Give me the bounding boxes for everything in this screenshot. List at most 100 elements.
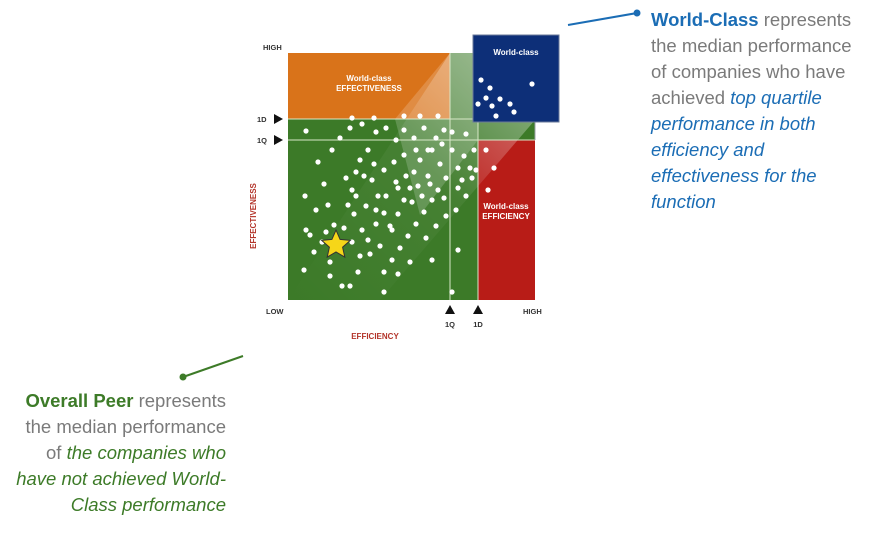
company-dot — [359, 227, 365, 233]
company-dot — [337, 135, 343, 141]
company-dot — [463, 193, 469, 199]
company-dot — [407, 185, 413, 191]
x-marker-1q-label: 1Q — [445, 320, 455, 329]
company-dot — [433, 135, 439, 141]
company-dot — [429, 197, 435, 203]
x-axis-high-label: HIGH — [523, 307, 542, 316]
company-dot — [383, 193, 389, 199]
company-dot — [401, 152, 407, 158]
company-dot — [315, 159, 321, 165]
company-dot — [327, 273, 333, 279]
y-axis-title: EFFECTIVENESS — [249, 182, 258, 248]
overall-peer-star-icon — [320, 228, 352, 259]
x-axis-low-label: LOW — [266, 307, 284, 316]
company-dot — [469, 175, 475, 181]
x-marker-1q-arrow — [445, 305, 455, 314]
overall-peer-annotation-text: represents the median performance of — [25, 390, 226, 463]
company-dot — [455, 185, 461, 191]
overall-peer-connector-dot — [179, 373, 187, 381]
company-dot — [339, 283, 345, 289]
zone-effectiveness-label-2: EFFECTIVENESS — [336, 84, 402, 93]
y-marker-1q-label: 1Q — [257, 136, 267, 145]
zone-efficiency-label-1: World-class — [483, 202, 529, 211]
company-dot — [449, 289, 455, 295]
company-dot — [429, 147, 435, 153]
company-dot — [375, 193, 381, 199]
company-dot — [381, 210, 387, 216]
company-dot — [321, 181, 327, 187]
company-dot — [397, 245, 403, 251]
company-dot — [443, 175, 449, 181]
company-dot — [507, 101, 513, 107]
y-marker-1q-arrow — [274, 135, 283, 145]
diagonal-highlight-soft — [395, 53, 478, 215]
company-dot — [413, 147, 419, 153]
company-dot — [403, 173, 409, 179]
company-dot — [455, 247, 461, 253]
company-dot — [461, 153, 467, 159]
company-dot — [383, 125, 389, 131]
worldclass-connector-dot — [633, 9, 641, 17]
company-dot — [347, 125, 353, 131]
overall-peer-connector-line — [182, 355, 244, 378]
company-dot — [355, 269, 361, 275]
company-dot — [349, 115, 355, 121]
worldclass-connector-line — [567, 12, 638, 26]
company-dot — [463, 131, 469, 137]
company-dot — [487, 85, 493, 91]
company-dot — [357, 253, 363, 259]
worldclass-annotation-emphasis: top quartile performance in both efficie… — [651, 87, 822, 212]
company-dot — [341, 225, 347, 231]
company-dot — [389, 257, 395, 263]
y-marker-1d-arrow — [274, 114, 283, 124]
company-dot — [423, 235, 429, 241]
company-dot — [393, 137, 399, 143]
company-dot — [311, 249, 317, 255]
company-dot — [405, 233, 411, 239]
company-dot — [301, 267, 307, 273]
company-dot — [475, 101, 481, 107]
worldclass-annotation-text: represents the median performance of com… — [651, 9, 852, 108]
company-dot — [391, 159, 397, 165]
company-dot — [443, 213, 449, 219]
company-dot — [365, 237, 371, 243]
company-dot — [381, 289, 387, 295]
company-dot — [367, 251, 373, 257]
company-dot — [459, 177, 465, 183]
overall-peer-annotation: Overall Peer represents the median perfo… — [10, 388, 226, 518]
company-dot — [303, 227, 309, 233]
company-dot — [429, 257, 435, 263]
company-dot — [395, 211, 401, 217]
company-dot — [327, 259, 333, 265]
company-dot — [331, 222, 337, 228]
company-dot — [483, 95, 489, 101]
company-dot — [381, 167, 387, 173]
company-dot — [313, 207, 319, 213]
company-dots — [301, 77, 535, 295]
company-dot — [369, 177, 375, 183]
company-dot — [303, 128, 309, 134]
company-dot — [417, 157, 423, 163]
company-dot — [449, 147, 455, 153]
company-dot — [357, 157, 363, 163]
overall-peer-annotation-heading: Overall Peer — [25, 390, 134, 411]
zone-efficiency-label-2: EFFICIENCY — [482, 212, 530, 221]
company-dot — [435, 113, 441, 119]
company-dot — [511, 109, 517, 115]
company-dot — [439, 141, 445, 147]
company-dot — [377, 243, 383, 249]
company-dot — [433, 223, 439, 229]
zone-worldclass-label: World-class — [493, 48, 539, 57]
company-dot — [401, 197, 407, 203]
company-dot — [421, 209, 427, 215]
company-dot — [371, 115, 377, 121]
company-dot — [365, 147, 371, 153]
company-dot — [302, 193, 308, 199]
company-dot — [353, 169, 359, 175]
x-marker-1d-label: 1D — [473, 320, 483, 329]
company-dot — [473, 167, 479, 173]
company-dot — [415, 183, 421, 189]
company-dot — [478, 77, 484, 83]
company-dot — [361, 173, 367, 179]
